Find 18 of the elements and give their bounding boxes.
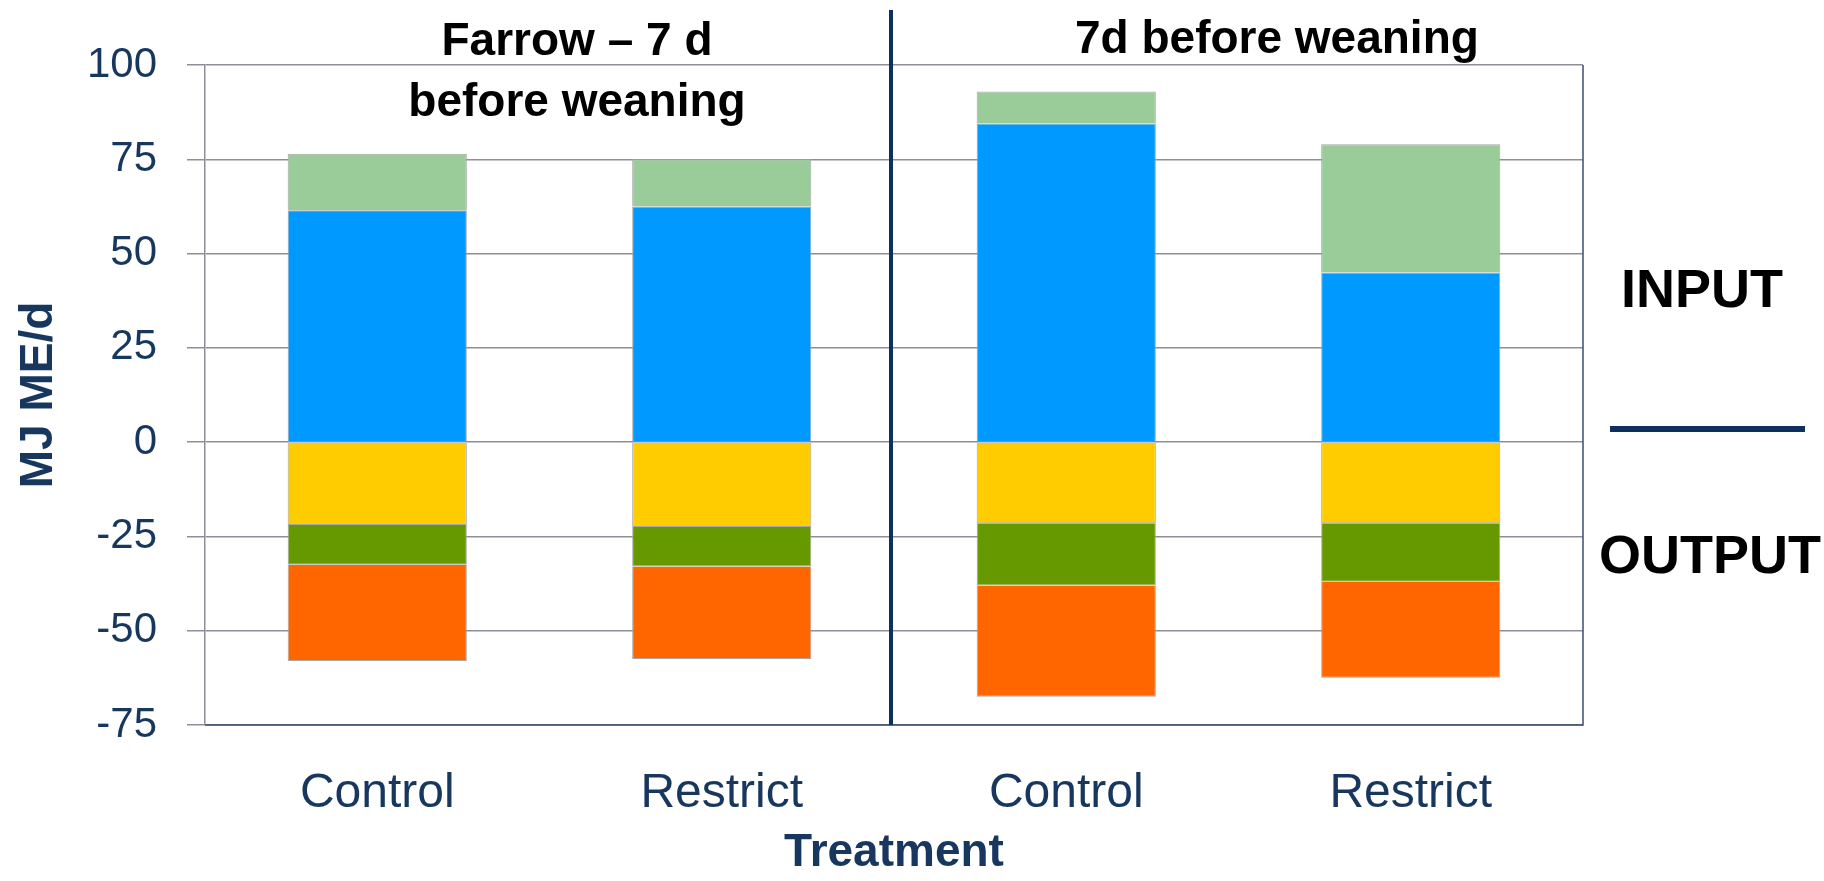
x-tick-label: Restrict bbox=[1329, 764, 1493, 818]
y-tick-label: -25 bbox=[96, 510, 157, 558]
x-axis-title: Treatment bbox=[784, 824, 1004, 877]
annotation: Farrow – 7 d before weaning bbox=[407, 12, 747, 128]
text: OUTPUT bbox=[1599, 524, 1821, 584]
text: 7d before weaning bbox=[1075, 9, 1479, 65]
x-tick-label: Control bbox=[988, 764, 1144, 818]
y-tick-label: 0 bbox=[133, 415, 157, 463]
y-tick-label: -75 bbox=[96, 698, 157, 746]
x-tick-label: Restrict bbox=[640, 764, 804, 818]
y-tick-label: -50 bbox=[96, 604, 157, 652]
y-axis-title: MJ ME/d bbox=[10, 301, 63, 489]
y-tick-label: 50 bbox=[110, 227, 157, 275]
y-tick-label: 100 bbox=[86, 38, 157, 86]
y-tick-label: 25 bbox=[110, 321, 157, 369]
x-tick-label: Control bbox=[299, 764, 455, 818]
y-tick-label: 75 bbox=[110, 132, 157, 180]
text: INPUT bbox=[1621, 258, 1783, 318]
